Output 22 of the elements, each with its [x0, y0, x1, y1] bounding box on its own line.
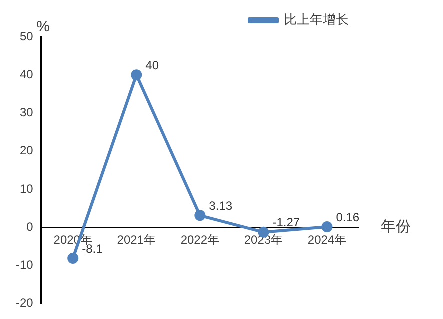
point [68, 252, 79, 264]
y-tick-label: -10 [16, 258, 34, 272]
point [322, 221, 333, 232]
y-tick-label: -20 [16, 296, 34, 310]
legend-label: 比上年增长 [284, 12, 349, 28]
x-tick-label: 2022年 [180, 233, 220, 248]
y-tick-label: 30 [20, 106, 34, 120]
data-label: -1.27 [272, 216, 300, 230]
y-tick-label: 20 [20, 144, 34, 158]
y-tick-label: 40 [20, 67, 34, 82]
y-tick-label: 10 [20, 182, 34, 196]
x-axis-title: 年份 [381, 218, 411, 236]
y-axis-title: % [36, 18, 50, 36]
data-label: 40 [146, 58, 160, 72]
data-label: 0.16 [336, 210, 360, 224]
x-tick-label: 2021年 [117, 233, 156, 248]
x-tick-label: 2024年 [308, 233, 347, 248]
data-label: 3.13 [209, 198, 233, 213]
y-tick-label: 50 [20, 29, 34, 44]
point [194, 210, 206, 222]
y-tick-label: 0 [26, 220, 34, 234]
point [131, 70, 142, 81]
